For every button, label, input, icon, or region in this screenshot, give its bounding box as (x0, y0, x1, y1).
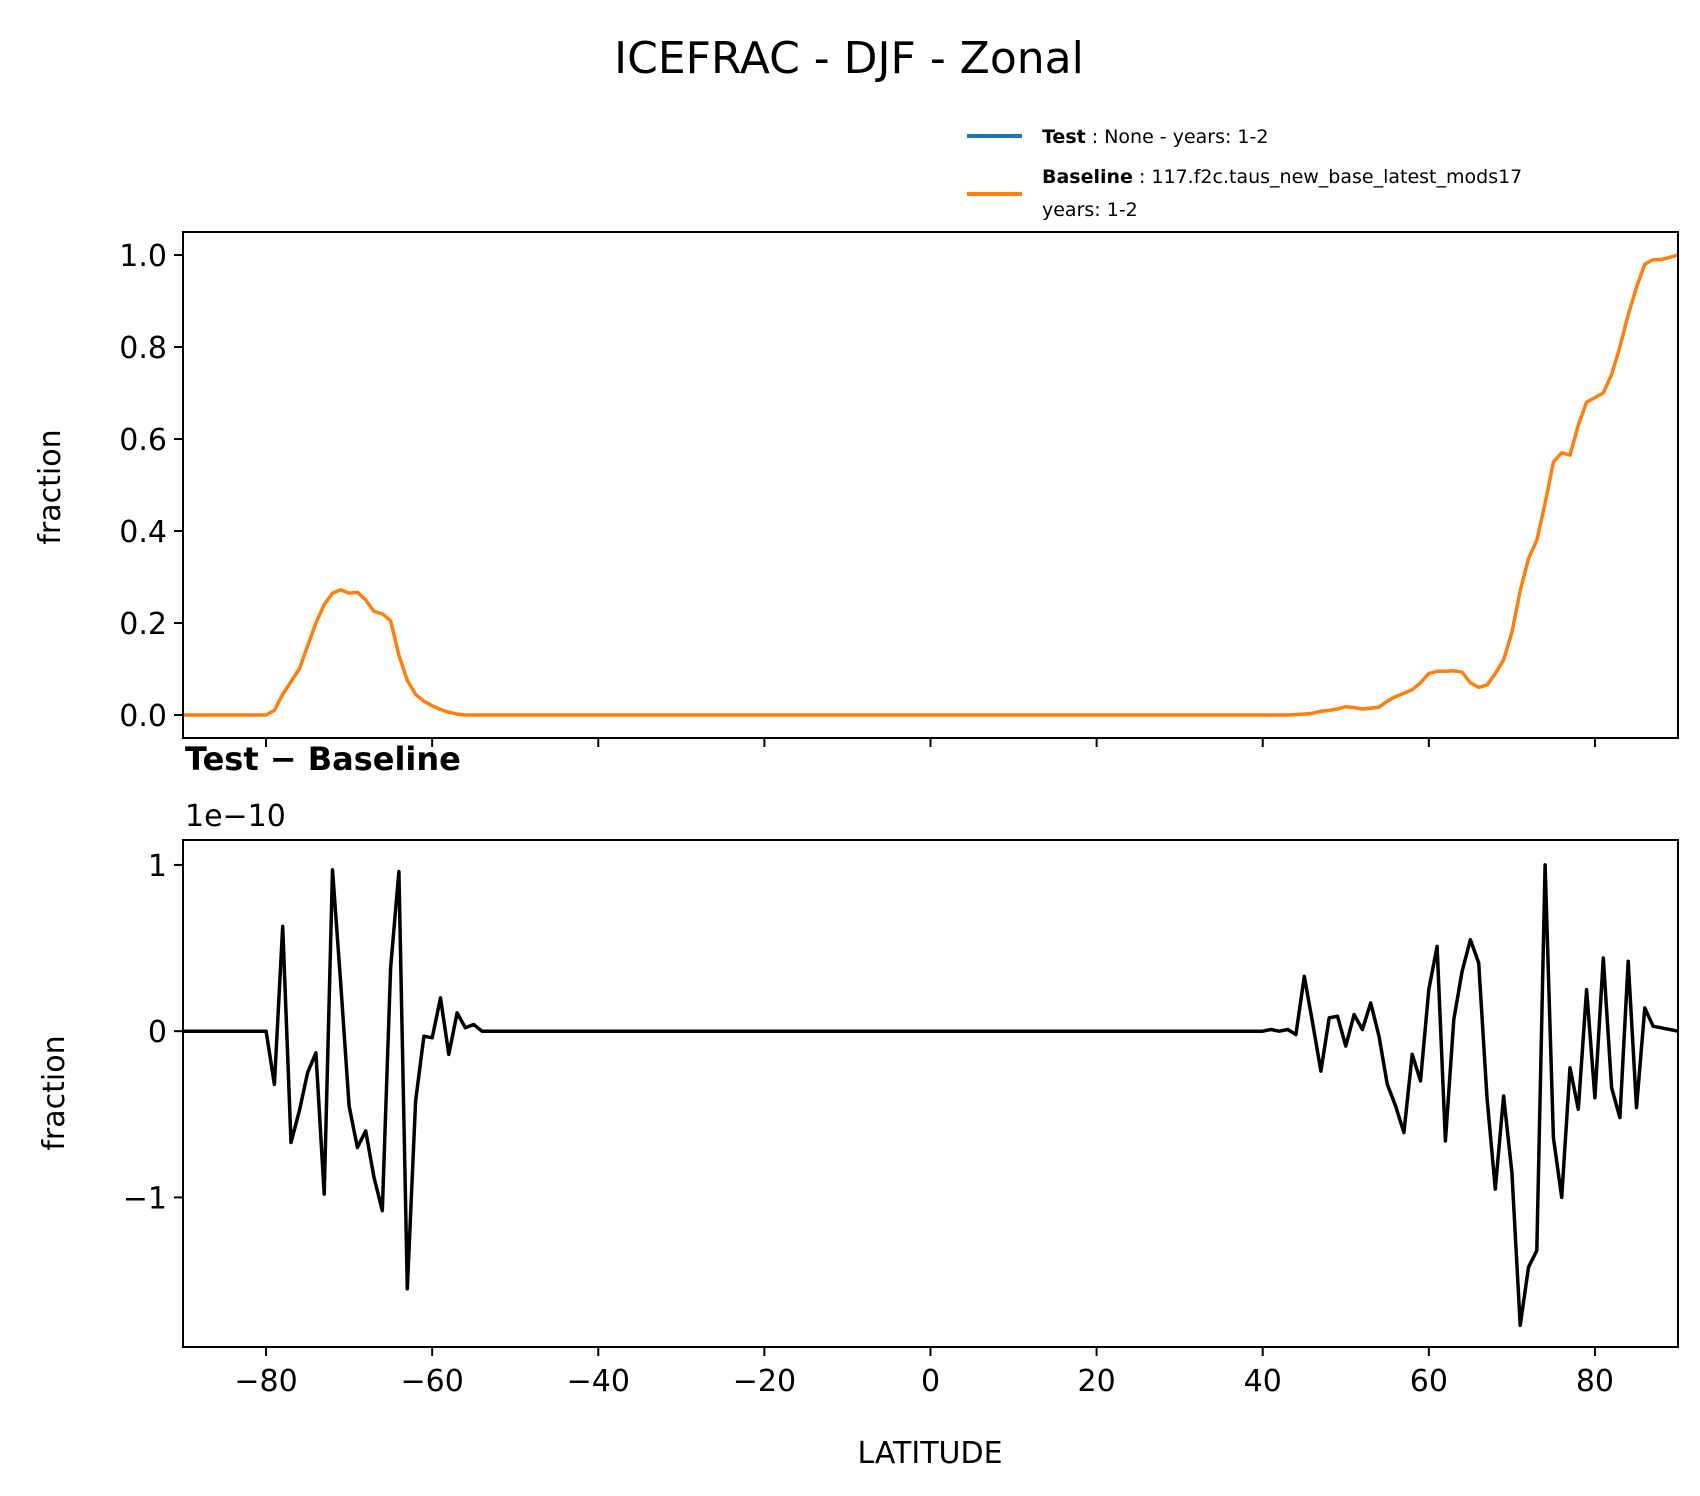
bottom-offset-label: 1e−10 (185, 799, 286, 834)
legend-test-entry: Test : None - years: 1-2 (1042, 126, 1268, 148)
bottom-panel-title: Test − Baseline (185, 740, 461, 778)
top-panel: 0.0 0.2 0.4 0.6 0.8 1.0 fraction (33, 231, 1679, 747)
bottom-y-axis-label: fraction (37, 1035, 72, 1150)
x-axis-label: LATITUDE (857, 1436, 1002, 1471)
y-tick-label: 0 (148, 1015, 167, 1050)
bottom-axes-frame (182, 839, 1679, 1348)
x-tick-label: −40 (567, 1364, 630, 1399)
legend-test-sep: : (1086, 126, 1104, 148)
legend-baseline-entry: Baseline : 117.f2c.taus_new_base_latest_… (1042, 166, 1522, 188)
legend-baseline-text-line2: years: 1-2 (1042, 199, 1138, 221)
top-series-line-0 (183, 253, 1679, 717)
y-tick-label: 1 (148, 849, 167, 884)
bottom-y-ticks: −1 0 1 (123, 849, 183, 1216)
legend-test-text: None - years: 1-2 (1104, 126, 1268, 148)
bottom-x-ticks: −80 −60 −40 −20 0 20 40 60 80 (234, 1347, 1614, 1399)
y-tick-label: 0.4 (119, 515, 167, 550)
y-tick-label: 0.2 (119, 607, 167, 642)
bottom-series (183, 863, 1679, 1328)
legend-baseline-text: 117.f2c.taus_new_base_latest_mods17 (1151, 166, 1522, 188)
y-tick-label: 1.0 (119, 239, 167, 274)
top-x-ticks (265, 738, 1596, 747)
x-tick-label: −80 (234, 1364, 297, 1399)
x-tick-label: 60 (1410, 1364, 1448, 1399)
y-tick-label: 0.0 (119, 699, 167, 734)
top-series (183, 253, 1679, 717)
bottom-panel: Test − Baseline 1e−10 −1 0 1 −80 −60 −40 −20 0… (37, 740, 1679, 1471)
x-tick-label: 80 (1576, 1364, 1614, 1399)
bottom-series-line-0 (183, 863, 1679, 1328)
x-tick-label: −60 (401, 1364, 464, 1399)
top-y-ticks: 0.0 0.2 0.4 0.6 0.8 1.0 (119, 239, 183, 734)
x-tick-label: 20 (1078, 1364, 1116, 1399)
legend-baseline-sep: : (1133, 166, 1151, 188)
legend-baseline-label: Baseline (1042, 166, 1133, 188)
y-tick-label: −1 (123, 1181, 167, 1216)
x-tick-label: 40 (1244, 1364, 1282, 1399)
x-tick-label: 0 (921, 1364, 940, 1399)
legend-test-label: Test (1042, 126, 1086, 148)
figure-title: ICEFRAC - DJF - Zonal (614, 33, 1084, 84)
top-y-axis-label: fraction (33, 429, 68, 544)
x-tick-label: −20 (733, 1364, 796, 1399)
y-tick-label: 0.6 (119, 423, 167, 458)
legend: Test : None - years: 1-2 Baseline : 117.… (967, 126, 1522, 221)
top-axes-frame (182, 231, 1679, 739)
y-tick-label: 0.8 (119, 331, 167, 366)
